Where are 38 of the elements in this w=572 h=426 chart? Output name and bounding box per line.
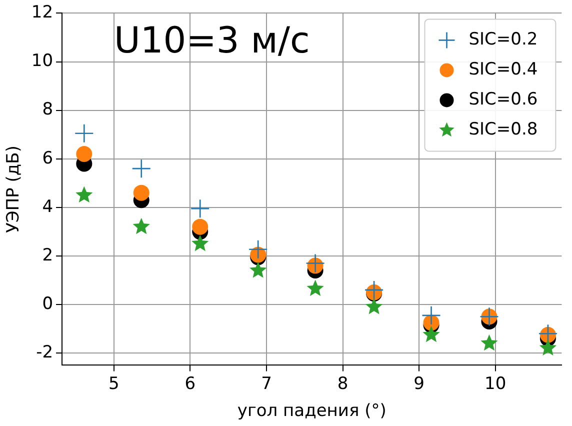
x-tick-label: 5 bbox=[108, 374, 120, 394]
y-tick-label: 2 bbox=[42, 245, 54, 266]
point bbox=[306, 254, 325, 273]
x-axis-title: угол падения (°) bbox=[237, 401, 386, 422]
point bbox=[306, 280, 324, 296]
point bbox=[192, 218, 208, 235]
point bbox=[250, 262, 267, 278]
legend-label: SIC=0.4 bbox=[468, 60, 538, 80]
x-tick-label: 7 bbox=[261, 374, 272, 394]
y-tick-label: 10 bbox=[31, 51, 54, 72]
point bbox=[76, 186, 93, 203]
point bbox=[480, 334, 498, 351]
x-tick-label: 8 bbox=[337, 374, 348, 394]
point bbox=[248, 240, 268, 260]
y-tick-label: 6 bbox=[42, 148, 54, 168]
y-tick-label: 12 bbox=[31, 2, 54, 23]
y-tick-label: 4 bbox=[42, 196, 54, 217]
x-tick-label: 9 bbox=[414, 374, 424, 394]
point bbox=[190, 198, 210, 218]
point bbox=[132, 158, 152, 178]
x-tick-label: 10 bbox=[484, 374, 506, 394]
legend-label: SIC=0.2 bbox=[468, 30, 538, 50]
x-tick-label: 6 bbox=[184, 374, 196, 394]
legend-label: SIC=0.8 bbox=[468, 120, 538, 140]
point bbox=[132, 218, 150, 234]
point bbox=[365, 298, 383, 314]
y-tick-label: -2 bbox=[36, 342, 54, 362]
point bbox=[539, 339, 557, 356]
y-tick-label: 0 bbox=[42, 294, 54, 314]
point bbox=[76, 146, 92, 162]
y-tick-label: 8 bbox=[42, 100, 54, 120]
annotation: U10=3 м/с bbox=[114, 20, 310, 62]
y-axis-title: УЭПР (дБ) bbox=[4, 146, 24, 233]
point bbox=[192, 234, 209, 252]
point bbox=[74, 124, 94, 144]
point bbox=[133, 184, 150, 201]
point bbox=[364, 280, 384, 300]
legend-label: SIC=0.6 bbox=[468, 90, 538, 110]
